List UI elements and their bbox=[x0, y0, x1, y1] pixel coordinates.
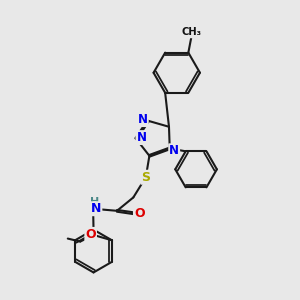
Text: N: N bbox=[169, 144, 179, 157]
Text: O: O bbox=[134, 207, 145, 220]
Text: CH₃: CH₃ bbox=[181, 27, 201, 38]
Text: H: H bbox=[90, 197, 100, 207]
Text: N: N bbox=[138, 113, 148, 126]
Text: O: O bbox=[85, 228, 96, 241]
Text: S: S bbox=[141, 171, 150, 184]
Text: N: N bbox=[91, 202, 101, 215]
Text: N: N bbox=[136, 131, 146, 144]
